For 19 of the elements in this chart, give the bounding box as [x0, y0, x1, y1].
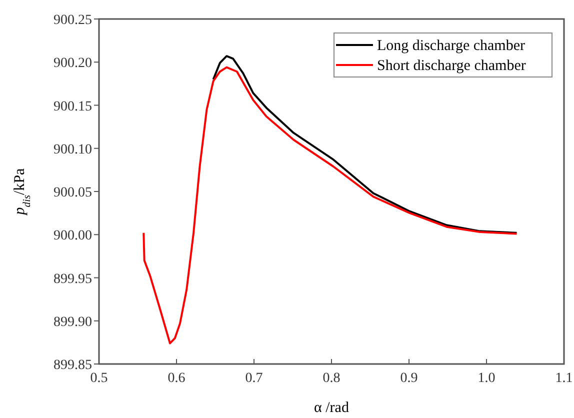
legend-label: Short discharge chamber — [377, 58, 526, 74]
y-tick-label: 900.00 — [54, 228, 92, 244]
y-tick-label: 899.95 — [54, 272, 92, 287]
y-tick-label: 900.10 — [54, 142, 92, 158]
y-tick-label: 900.25 — [54, 13, 92, 28]
x-tick-label: 1.0 — [478, 371, 496, 386]
y-tick-label: 900.15 — [54, 99, 92, 114]
x-tick-label: 0.5 — [90, 371, 108, 386]
x-tick-label: 0.8 — [322, 371, 340, 386]
legend-label: Long discharge chamber — [377, 38, 526, 54]
x-tick-label: 0.7 — [245, 371, 263, 386]
x-tick-label: 0.9 — [400, 371, 418, 386]
y-tick-label: 900.05 — [54, 186, 92, 200]
y-tick-label: 899.90 — [54, 314, 92, 330]
y-tick-label: 900.20 — [54, 56, 92, 72]
x-tick-label: 0.6 — [168, 371, 186, 386]
y-tick-label: 899.85 — [54, 358, 92, 373]
x-axis-title: α /rad — [314, 400, 350, 416]
x-tick-label: 1.1 — [555, 371, 573, 386]
